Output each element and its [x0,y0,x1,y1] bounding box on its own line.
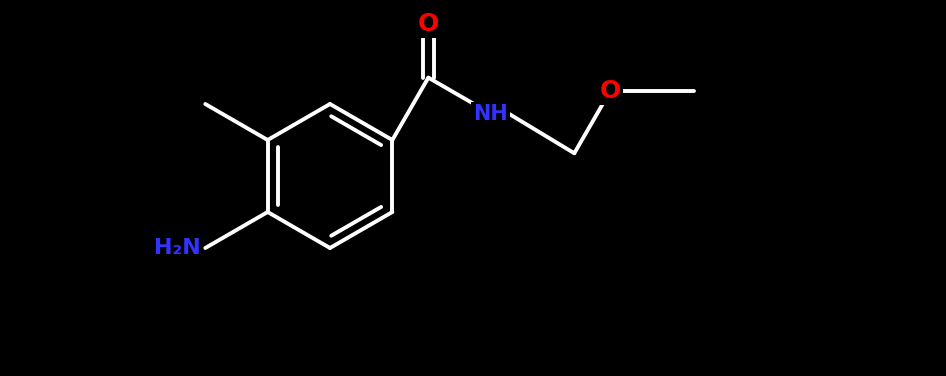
Text: H₂N: H₂N [153,238,201,258]
Text: NH: NH [473,104,508,124]
Text: O: O [600,79,621,103]
Text: O: O [418,12,439,36]
